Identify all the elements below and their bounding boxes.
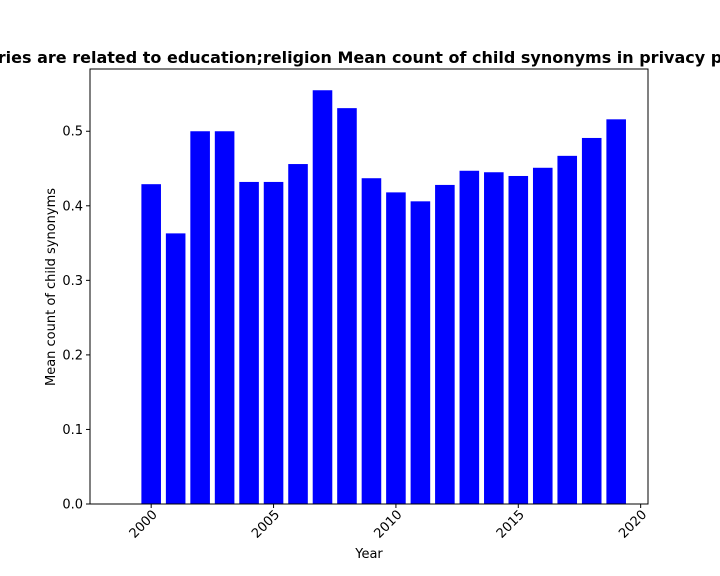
bar-2009	[361, 178, 382, 504]
x-axis-ticks: 2000 2005 2010 2015 2020	[127, 504, 650, 542]
y-axis-label: Mean count of child synonyms	[44, 188, 59, 386]
bar-2007	[312, 90, 333, 504]
bar-2004	[239, 181, 259, 504]
bar-2000	[141, 184, 161, 504]
x-tick-label: 2020	[616, 508, 650, 542]
y-tick-label: 0.4	[62, 199, 83, 214]
bar-2019	[606, 119, 626, 504]
y-tick-label: 0.0	[62, 498, 83, 513]
x-tick-label: 2000	[127, 508, 161, 542]
bar-2012	[435, 184, 455, 504]
chart-title: ries are related to education;religion M…	[0, 48, 720, 67]
x-tick-label: 2010	[371, 508, 405, 542]
bar-2017	[557, 155, 578, 504]
bar-2013	[459, 170, 480, 504]
bar-2008	[337, 108, 357, 504]
bar-2015	[508, 175, 529, 505]
bar-2002	[190, 131, 210, 504]
plot-frame	[89, 68, 649, 505]
y-axis-ticks: 0.0 0.1 0.2 0.3 0.4 0.5	[62, 125, 90, 513]
y-tick-label: 0.2	[62, 348, 83, 363]
x-tick-label: 2005	[249, 508, 283, 542]
x-axis-label: Year	[354, 547, 383, 562]
bar-2010	[386, 192, 406, 504]
y-tick-label: 0.1	[62, 423, 83, 438]
y-tick-label: 0.5	[62, 125, 83, 140]
y-tick-label: 0.3	[62, 274, 83, 289]
bar-2003	[214, 131, 235, 504]
bar-2006	[288, 164, 308, 505]
x-tick-label: 2015	[494, 508, 528, 542]
bar-2011	[410, 201, 431, 504]
bar-2001	[165, 233, 186, 504]
bar-2016	[532, 167, 553, 504]
bar-2005	[263, 181, 284, 504]
bar-2014	[484, 172, 504, 504]
bars-group	[141, 90, 626, 505]
bar-2018	[581, 137, 602, 504]
